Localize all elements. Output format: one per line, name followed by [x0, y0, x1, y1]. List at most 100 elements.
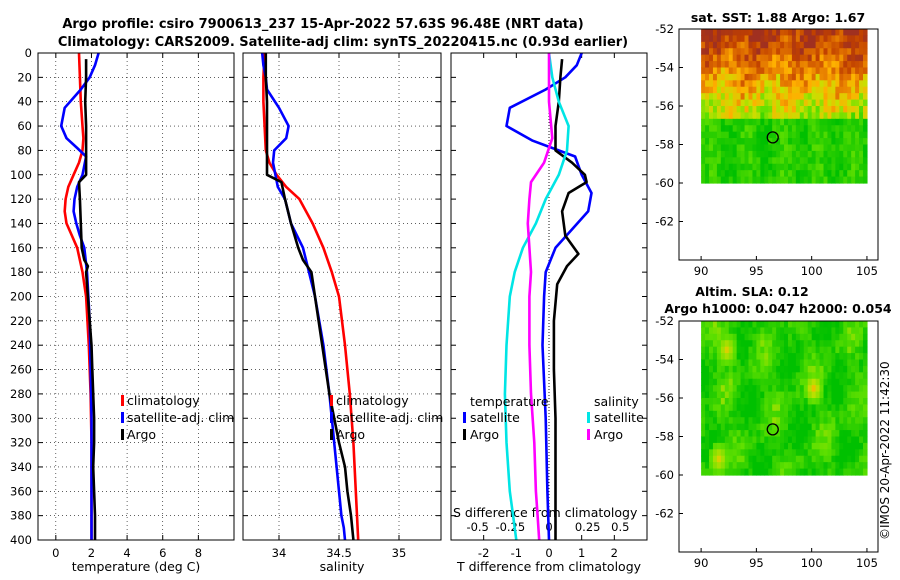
map-cell — [835, 170, 840, 178]
map-cell — [760, 365, 765, 373]
map-cell — [795, 131, 801, 139]
map-cell — [847, 321, 852, 329]
map-cell — [709, 86, 714, 94]
map-cell — [807, 462, 813, 470]
map-cell — [863, 176, 868, 184]
map-cell — [780, 468, 785, 476]
map-cell — [843, 176, 848, 184]
sla-map-title-2: Argo h1000: 0.047 h2000: 0.054 — [664, 301, 892, 316]
map-cell — [799, 138, 805, 146]
map-cell — [768, 125, 773, 133]
map-cell — [859, 118, 864, 126]
map-cell — [724, 359, 730, 367]
map-cell — [859, 385, 864, 393]
map-cell — [839, 442, 844, 450]
map-cell — [760, 417, 765, 425]
map-cell — [851, 462, 856, 470]
map-cell — [803, 99, 809, 107]
map-cell — [784, 150, 789, 158]
map-cell — [740, 157, 746, 165]
map-cell — [811, 61, 817, 69]
map-cell — [795, 99, 801, 107]
map-cell — [823, 359, 829, 367]
map-cell — [705, 106, 710, 114]
map-cell — [811, 468, 817, 476]
map-cell — [859, 430, 864, 438]
map-cell — [784, 391, 789, 399]
map-cell — [831, 54, 836, 62]
map-cell — [815, 106, 821, 114]
map-cell — [839, 378, 844, 386]
map-cell — [744, 385, 750, 393]
map-cell — [803, 423, 809, 431]
map-cell — [736, 391, 742, 399]
map-cell — [705, 150, 710, 158]
map-cell — [847, 462, 852, 470]
map-cell — [815, 163, 821, 171]
map-cell — [764, 436, 769, 444]
map-cell — [709, 468, 714, 476]
map-cell — [795, 442, 801, 450]
map-cell — [748, 48, 754, 56]
map-cell — [863, 436, 868, 444]
map-cell — [815, 80, 821, 88]
map-cell — [756, 150, 761, 158]
map-cell — [740, 35, 746, 43]
map-cell — [831, 340, 836, 348]
map-cell — [839, 353, 844, 361]
map-cell — [827, 150, 833, 158]
map-cell — [716, 378, 722, 386]
map-cell — [791, 176, 797, 184]
map-cell — [839, 365, 844, 373]
map-cell — [736, 340, 742, 348]
map-cell — [791, 404, 797, 412]
map-cell — [772, 48, 777, 56]
map-cell — [791, 365, 797, 373]
map-cell — [748, 150, 754, 158]
map-cell — [863, 61, 868, 69]
map-cell — [740, 29, 746, 37]
map-cell — [799, 61, 805, 69]
series-line-temperature-argo — [552, 58, 588, 540]
map-cell — [823, 468, 829, 476]
map-cell — [705, 365, 710, 373]
map-cell — [795, 138, 801, 146]
map-cell — [819, 359, 825, 367]
map-cell — [780, 372, 785, 380]
map-cell — [736, 449, 742, 457]
map-cell — [819, 99, 825, 107]
map-cell — [776, 176, 781, 184]
map-cell — [716, 462, 722, 470]
map-cell — [709, 163, 714, 171]
map-cell — [807, 29, 813, 37]
map-cell — [736, 99, 742, 107]
map-cell — [732, 436, 738, 444]
map-cell — [744, 35, 750, 43]
map-cell — [768, 372, 773, 380]
map-y-tick-label: -58 — [655, 138, 674, 152]
map-cell — [724, 442, 730, 450]
map-cell — [712, 86, 718, 94]
map-cell — [795, 404, 801, 412]
map-cell — [772, 391, 777, 399]
map-cell — [811, 359, 817, 367]
map-cell — [748, 430, 754, 438]
map-cell — [811, 321, 817, 329]
map-cell — [701, 35, 706, 43]
map-cell — [752, 48, 757, 56]
map-cell — [744, 144, 750, 152]
map-cell — [815, 138, 821, 146]
map-cell — [815, 125, 821, 133]
map-cell — [724, 423, 730, 431]
map-cell — [855, 131, 860, 139]
map-cell — [768, 163, 773, 171]
map-cell — [756, 86, 761, 94]
map-cell — [760, 106, 765, 114]
map-cell — [787, 93, 793, 101]
map-cell — [752, 106, 757, 114]
map-cell — [705, 378, 710, 386]
map-cell — [815, 150, 821, 158]
map-cell — [760, 29, 765, 37]
map-cell — [791, 170, 797, 178]
map-y-tick-label: -54 — [655, 353, 674, 367]
